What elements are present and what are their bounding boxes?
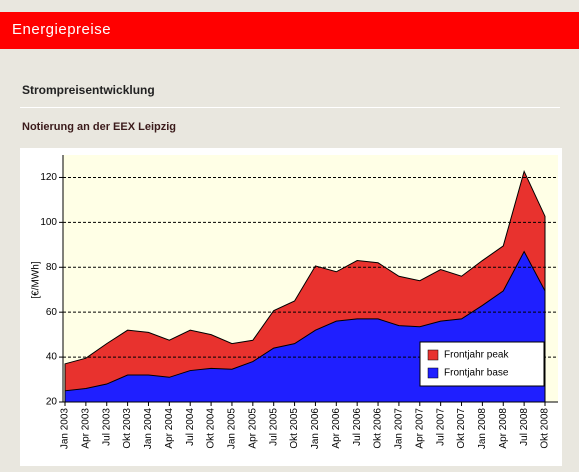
header-title: Energiepreise	[12, 21, 112, 38]
divider	[20, 107, 560, 108]
section-subtitle: Notierung an der EEX Leipzig	[22, 121, 177, 133]
x-tick-label: Okt 2006	[373, 408, 384, 449]
x-tick-label: Jul 2005	[268, 408, 279, 446]
x-tick-label: Apr 2004	[164, 408, 175, 449]
x-tick-label: Apr 2005	[247, 408, 258, 449]
x-tick-label: Jan 2005	[227, 408, 238, 450]
y-tick-label: 60	[46, 307, 58, 318]
y-tick-label: 40	[46, 352, 58, 363]
header-bar: Energiepreise	[0, 12, 579, 49]
y-tick-label: 120	[40, 172, 57, 183]
x-tick-label: Jan 2008	[477, 408, 488, 450]
legend-box	[419, 341, 545, 387]
y-tick-label: 80	[46, 262, 58, 273]
x-tick-label: Okt 2003	[122, 408, 133, 449]
x-tick-label: Okt 2005	[289, 408, 300, 449]
x-tick-label: Okt 2004	[206, 408, 217, 449]
x-tick-label: Jan 2004	[143, 408, 154, 450]
x-tick-label: Jul 2008	[519, 408, 530, 446]
y-tick-label: 100	[40, 217, 57, 228]
x-tick-label: Okt 2007	[456, 408, 467, 449]
legend-swatch	[427, 367, 439, 379]
legend-swatch	[427, 349, 439, 361]
legend-label: Frontjahr base	[444, 368, 509, 379]
legend-label: Frontjahr peak	[444, 350, 509, 361]
x-tick-label: Jul 2007	[435, 408, 446, 446]
x-tick-label: Jan 2007	[394, 408, 405, 450]
x-tick-label: Apr 2006	[331, 408, 342, 449]
y-tick-label: 20	[46, 397, 58, 408]
x-tick-label: Jan 2006	[310, 408, 321, 450]
x-tick-label: Apr 2007	[414, 408, 425, 449]
x-tick-label: Apr 2003	[81, 408, 92, 449]
x-tick-label: Jul 2004	[185, 408, 196, 446]
x-tick-label: Jul 2006	[352, 408, 363, 446]
x-tick-label: Jan 2003	[60, 408, 71, 450]
x-tick-label: Okt 2008	[540, 408, 551, 449]
x-tick-label: Apr 2008	[498, 408, 509, 449]
y-axis-label: [€/MWh]	[31, 261, 42, 298]
x-tick-label: Jul 2003	[101, 408, 112, 446]
section-title: Strompreisentwicklung	[22, 83, 155, 97]
